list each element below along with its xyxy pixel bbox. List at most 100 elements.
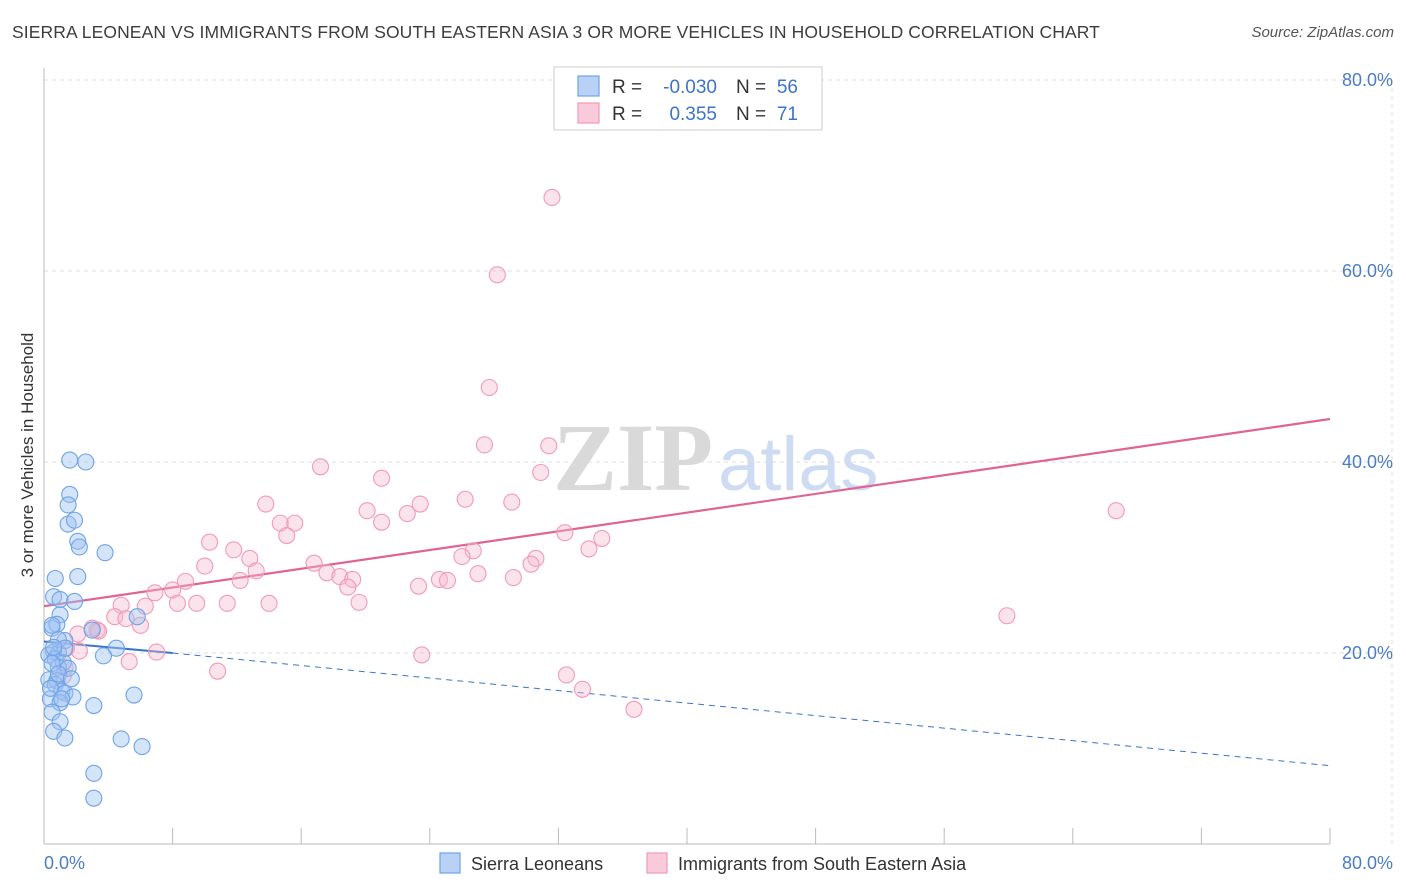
point-south-eastern-asia [218, 594, 236, 612]
source-credit: Source: ZipAtlas.com [1251, 24, 1394, 41]
watermark-zip: ZIP [553, 404, 713, 511]
point-south-eastern-asia [409, 577, 428, 595]
point-sierra-leonean [83, 621, 101, 639]
point-south-eastern-asia [557, 666, 575, 684]
point-south-eastern-asia [196, 557, 214, 575]
point-south-eastern-asia [339, 578, 357, 596]
point-south-eastern-asia [176, 572, 195, 590]
point-sierra-leonean [133, 738, 151, 756]
legend-n-label-1: N = [736, 77, 766, 98]
point-south-eastern-asia [225, 541, 243, 559]
point-sierra-leonean [65, 511, 84, 529]
point-south-eastern-asia [438, 571, 457, 589]
point-south-eastern-asia [358, 502, 376, 520]
chart-title: SIERRA LEONEAN VS IMMIGRANTS FROM SOUTH … [12, 22, 1100, 42]
point-south-eastern-asia [556, 524, 574, 542]
y-tick-label: 40.0% [1342, 452, 1393, 472]
point-sierra-leonean [107, 639, 125, 657]
point-sierra-leonean [85, 696, 103, 715]
trend-line-blue-dashed [172, 652, 1331, 767]
point-sierra-leonean [59, 659, 77, 677]
point-south-eastern-asia [373, 513, 391, 531]
legend-r-value-2: 0.355 [669, 104, 717, 125]
point-south-eastern-asia [488, 266, 506, 284]
point-south-eastern-asia [209, 662, 227, 680]
point-south-eastern-asia [456, 490, 474, 508]
point-sierra-leonean [128, 608, 146, 626]
point-south-eastern-asia [278, 526, 296, 545]
point-south-eastern-asia [286, 514, 304, 532]
bottom-legend-label-pink: Immigrants from South Eastern Asia [678, 854, 967, 874]
point-sierra-leonean [43, 616, 61, 634]
point-sierra-leonean [112, 730, 130, 748]
point-sierra-leonean [85, 764, 103, 782]
point-sierra-leonean [125, 686, 143, 704]
x-tick-label-min: 0.0% [44, 853, 85, 873]
point-sierra-leonean [61, 485, 79, 504]
bottom-legend-swatch-blue [439, 852, 461, 874]
y-axis-label: 3 or more Vehicles in Household [18, 333, 37, 578]
bottom-legend-label-blue: Sierra Leoneans [471, 854, 603, 874]
point-south-eastern-asia [120, 653, 138, 671]
point-sierra-leonean [69, 568, 87, 586]
legend-swatch-pink [577, 102, 600, 124]
point-south-eastern-asia [257, 495, 275, 513]
legend-swatch-blue [577, 75, 600, 97]
point-south-eastern-asia [453, 547, 471, 566]
point-south-eastern-asia [1107, 502, 1125, 520]
point-south-eastern-asia [998, 607, 1016, 625]
data-points [40, 188, 1125, 807]
point-south-eastern-asia [398, 505, 416, 523]
point-sierra-leonean [85, 789, 103, 807]
point-sierra-leonean [70, 538, 88, 556]
point-south-eastern-asia [247, 562, 265, 580]
point-sierra-leonean [41, 679, 59, 697]
point-south-eastern-asia [146, 584, 164, 602]
point-sierra-leonean [77, 453, 95, 471]
grid-lines [44, 79, 1393, 844]
point-south-eastern-asia [164, 581, 182, 599]
legend-n-value-2: 71 [777, 104, 798, 125]
point-south-eastern-asia [504, 569, 522, 587]
point-sierra-leonean [51, 590, 69, 609]
point-sierra-leonean [53, 690, 71, 708]
point-south-eastern-asia [231, 571, 249, 589]
point-south-eastern-asia [475, 436, 494, 454]
point-south-eastern-asia [480, 378, 498, 397]
point-south-eastern-asia [201, 533, 219, 551]
point-south-eastern-asia [503, 493, 521, 511]
point-sierra-leonean [56, 729, 74, 747]
point-south-eastern-asia [573, 680, 592, 698]
point-sierra-leonean [51, 713, 69, 731]
point-south-eastern-asia [131, 616, 149, 634]
point-south-eastern-asia [411, 495, 429, 513]
point-south-eastern-asia [540, 437, 558, 455]
point-sierra-leonean [94, 647, 113, 665]
legend-r-label-2: R = [612, 104, 642, 125]
bottom-legend-swatch-pink [646, 852, 668, 874]
point-south-eastern-asia [305, 554, 323, 572]
point-south-eastern-asia [413, 646, 431, 664]
legend-n-label-2: N = [736, 104, 766, 125]
point-south-eastern-asia [318, 564, 336, 582]
point-sierra-leonean [69, 532, 87, 550]
point-south-eastern-asia [373, 469, 391, 487]
legend: R = -0.030 N = 56 R = 0.355 N = 71 [553, 66, 823, 131]
point-sierra-leonean [62, 670, 80, 688]
point-sierra-leonean [65, 592, 84, 610]
point-sierra-leonean [59, 496, 77, 514]
point-sierra-leonean [45, 638, 63, 656]
legend-r-label-1: R = [612, 77, 642, 98]
watermark-atlas: atlas [718, 422, 879, 507]
point-south-eastern-asia [188, 594, 206, 612]
point-south-eastern-asia [168, 594, 186, 612]
point-south-eastern-asia [70, 642, 88, 660]
point-south-eastern-asia [147, 643, 166, 661]
point-south-eastern-asia [260, 594, 278, 612]
point-south-eastern-asia [469, 565, 487, 583]
y-tick-label: 80.0% [1342, 70, 1393, 90]
point-south-eastern-asia [580, 540, 598, 558]
point-south-eastern-asia [350, 593, 368, 611]
point-south-eastern-asia [311, 458, 330, 476]
